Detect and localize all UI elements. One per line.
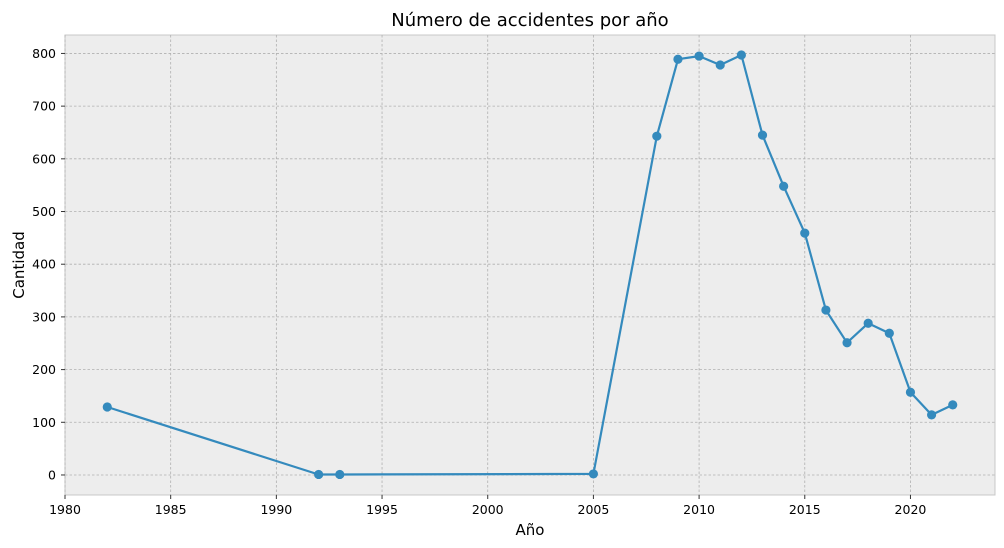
x-tick-label: 2015 xyxy=(789,502,821,517)
grid xyxy=(64,35,995,495)
data-point xyxy=(821,305,831,315)
y-axis-label: Cantidad xyxy=(10,231,28,298)
y-tick-label: 200 xyxy=(32,362,56,377)
x-tick-label: 1990 xyxy=(260,502,292,517)
data-point xyxy=(335,469,345,480)
x-tick-label: 2000 xyxy=(472,502,504,517)
data-point xyxy=(757,130,768,140)
data-point xyxy=(694,51,704,61)
y-tick-label: 300 xyxy=(32,309,56,324)
x-tick-label: 1980 xyxy=(49,502,81,517)
y-tick-label: 800 xyxy=(32,46,56,61)
x-tick-label: 1995 xyxy=(366,502,398,517)
data-point xyxy=(905,387,916,397)
x-tick-label: 1985 xyxy=(155,502,187,517)
axis-ticks: 1980 1985 1990 1995 2000 2005 2010 2015 2020 0 100… xyxy=(32,46,926,517)
data-point xyxy=(842,338,852,348)
data-point xyxy=(948,400,958,410)
x-tick-label: 2005 xyxy=(578,502,610,517)
data-point xyxy=(588,469,599,479)
data-point xyxy=(779,181,789,191)
y-tick-label: 0 xyxy=(48,467,56,482)
data-point xyxy=(314,469,324,480)
data-point xyxy=(102,402,112,412)
series xyxy=(102,50,958,480)
data-point xyxy=(926,410,937,420)
data-point xyxy=(800,228,810,238)
y-tick-label: 500 xyxy=(32,204,56,219)
data-point xyxy=(736,50,746,60)
data-point xyxy=(673,54,683,64)
data-point xyxy=(863,318,873,328)
y-tick-label: 600 xyxy=(32,151,56,166)
chart-title: Número de accidentes por año xyxy=(391,10,668,31)
data-point xyxy=(715,60,725,70)
plot-area xyxy=(64,34,996,496)
y-tick-label: 700 xyxy=(32,99,56,114)
x-tick-label: 2010 xyxy=(683,502,715,517)
data-point xyxy=(884,328,894,338)
y-tick-label: 400 xyxy=(32,257,56,272)
x-tick-label: 2020 xyxy=(895,502,927,517)
x-axis-label: Año xyxy=(516,521,545,539)
y-tick-label: 100 xyxy=(32,415,56,430)
data-point xyxy=(652,131,662,141)
